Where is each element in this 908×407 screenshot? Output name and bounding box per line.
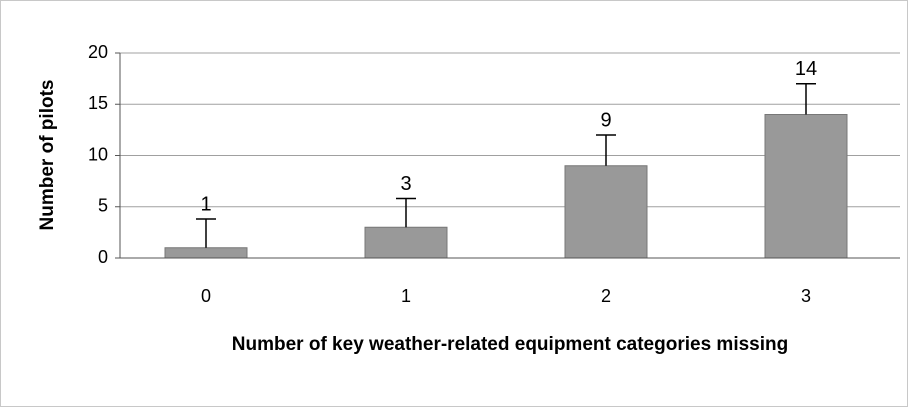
y-tick-label: 20 [88, 42, 108, 62]
data-label: 3 [400, 173, 411, 195]
bar [564, 165, 648, 259]
bar [364, 226, 448, 259]
data-label: 9 [600, 109, 611, 131]
x-tick-label: 0 [201, 286, 211, 306]
data-label: 14 [795, 58, 817, 80]
bar [164, 247, 248, 259]
x-tick-label: 2 [601, 286, 611, 306]
y-tick-label: 0 [98, 247, 108, 267]
x-tick-label: 3 [801, 286, 811, 306]
y-axis-title: Number of pilots [37, 80, 58, 231]
bar [764, 114, 848, 259]
y-tick-label: 15 [88, 93, 108, 113]
y-tick-label: 5 [98, 196, 108, 216]
x-tick-label: 1 [401, 286, 411, 306]
data-label: 1 [200, 193, 211, 215]
y-tick-label: 10 [88, 144, 108, 164]
x-axis-title: Number of key weather-related equipment … [232, 334, 788, 355]
